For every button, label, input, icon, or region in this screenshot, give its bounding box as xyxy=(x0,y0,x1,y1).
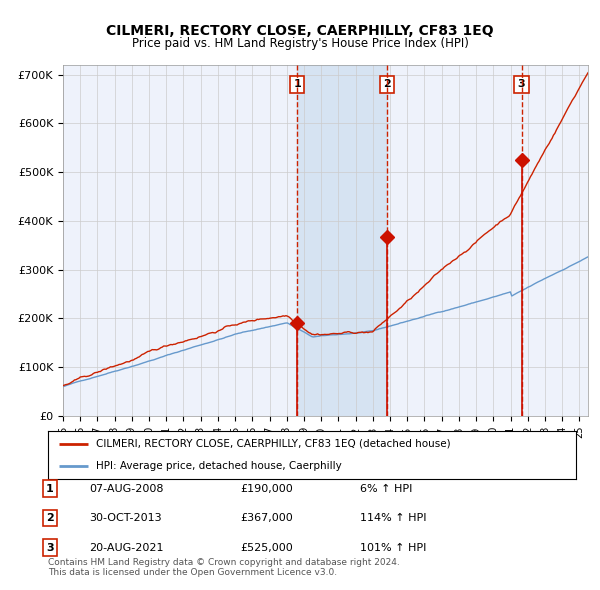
Text: 2: 2 xyxy=(383,79,391,89)
Text: 1: 1 xyxy=(46,484,53,493)
Text: CILMERI, RECTORY CLOSE, CAERPHILLY, CF83 1EQ (detached house): CILMERI, RECTORY CLOSE, CAERPHILLY, CF83… xyxy=(95,439,450,449)
Text: Contains HM Land Registry data © Crown copyright and database right 2024.
This d: Contains HM Land Registry data © Crown c… xyxy=(48,558,400,577)
Text: 114% ↑ HPI: 114% ↑ HPI xyxy=(360,513,427,523)
Text: Price paid vs. HM Land Registry's House Price Index (HPI): Price paid vs. HM Land Registry's House … xyxy=(131,37,469,50)
Text: £367,000: £367,000 xyxy=(240,513,293,523)
Text: HPI: Average price, detached house, Caerphilly: HPI: Average price, detached house, Caer… xyxy=(95,461,341,471)
Text: 3: 3 xyxy=(46,543,53,552)
Text: 3: 3 xyxy=(518,79,526,89)
Text: 6% ↑ HPI: 6% ↑ HPI xyxy=(360,484,412,493)
Text: 30-OCT-2013: 30-OCT-2013 xyxy=(89,513,161,523)
Text: 1: 1 xyxy=(293,79,301,89)
Text: 2: 2 xyxy=(46,513,53,523)
Text: £525,000: £525,000 xyxy=(240,543,293,552)
Text: 07-AUG-2008: 07-AUG-2008 xyxy=(89,484,163,493)
Bar xyxy=(297,65,387,416)
Text: 20-AUG-2021: 20-AUG-2021 xyxy=(89,543,163,552)
Text: CILMERI, RECTORY CLOSE, CAERPHILLY, CF83 1EQ: CILMERI, RECTORY CLOSE, CAERPHILLY, CF83… xyxy=(106,24,494,38)
Text: 101% ↑ HPI: 101% ↑ HPI xyxy=(360,543,427,552)
Text: £190,000: £190,000 xyxy=(240,484,293,493)
